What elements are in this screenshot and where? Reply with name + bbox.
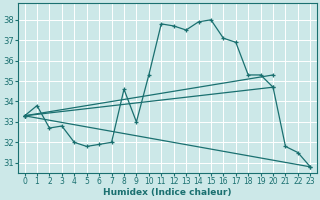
X-axis label: Humidex (Indice chaleur): Humidex (Indice chaleur) bbox=[103, 188, 232, 197]
